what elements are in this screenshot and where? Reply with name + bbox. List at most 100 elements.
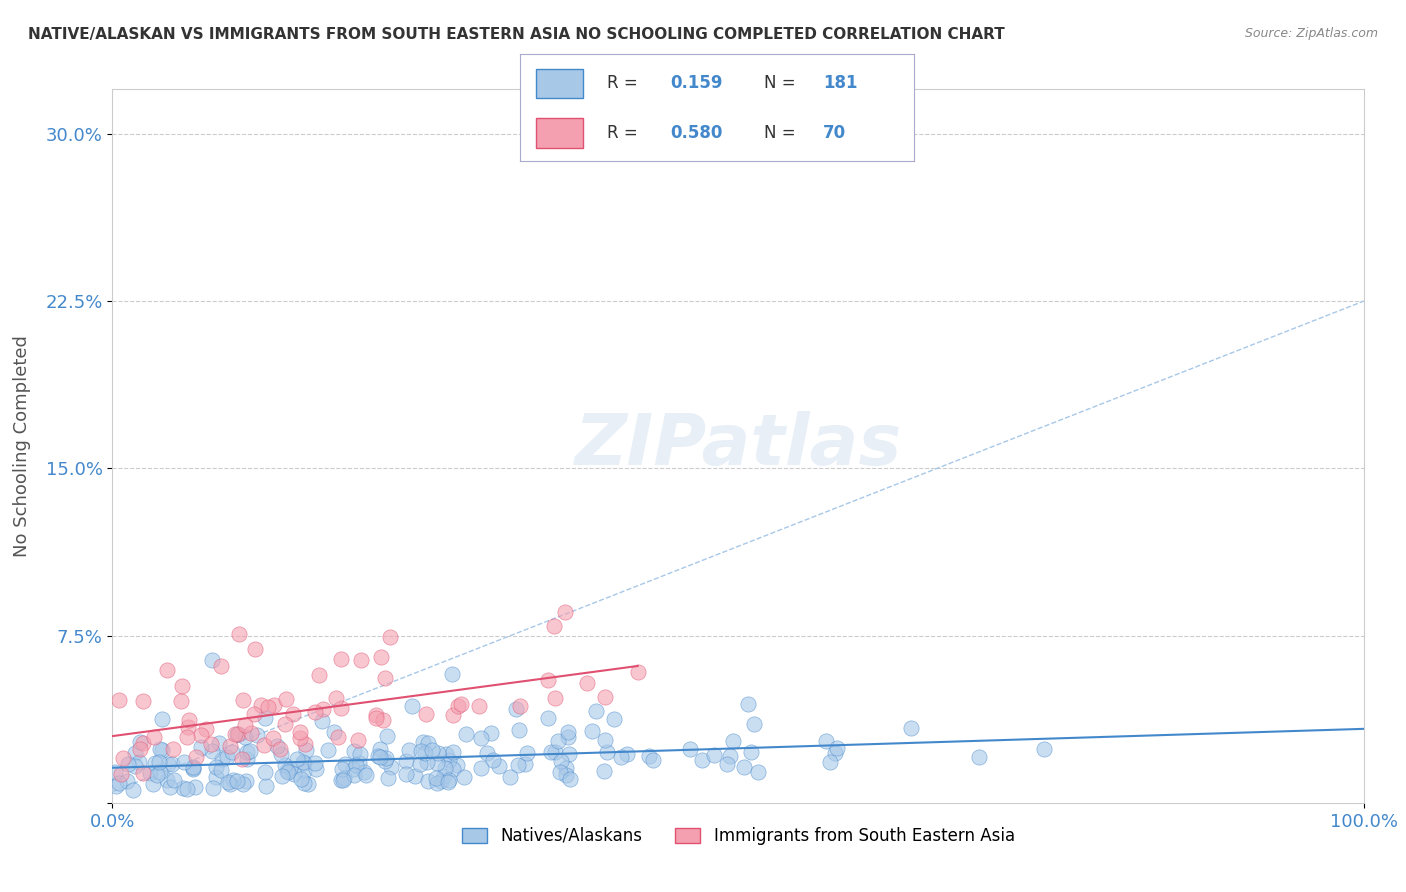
Point [581, 724, 603, 739]
Point [482, 754, 505, 768]
Point [740, 745, 762, 759]
Point [250, 698, 273, 713]
Point [330, 772, 353, 787]
Point [219, 777, 242, 791]
FancyBboxPatch shape [536, 118, 583, 148]
Point [322, 724, 344, 739]
Point [143, 756, 166, 771]
Point [304, 706, 326, 720]
Point [548, 764, 571, 779]
Point [373, 754, 395, 768]
Point [219, 739, 242, 753]
Point [228, 627, 250, 641]
Point [231, 752, 253, 766]
Point [274, 758, 297, 772]
Point [425, 771, 447, 785]
Point [263, 698, 285, 712]
Point [209, 764, 232, 778]
Text: ZIPatlas: ZIPatlas [575, 411, 901, 481]
Point [149, 741, 172, 756]
Point [470, 731, 492, 745]
Point [239, 744, 262, 758]
Text: 70: 70 [824, 124, 846, 142]
Point [550, 754, 572, 768]
Point [276, 764, 298, 779]
Point [343, 768, 366, 782]
Point [170, 694, 193, 708]
Point [488, 759, 510, 773]
Point [434, 761, 457, 775]
Point [274, 692, 297, 706]
Point [257, 700, 280, 714]
Point [350, 653, 373, 667]
Point [297, 777, 319, 791]
Point [311, 714, 333, 728]
Point [176, 782, 198, 797]
Point [479, 726, 502, 740]
Y-axis label: No Schooling Completed: No Schooling Completed [14, 335, 31, 557]
Point [441, 667, 464, 681]
Point [181, 760, 204, 774]
Point [555, 761, 578, 775]
Point [374, 751, 396, 765]
Point [333, 756, 356, 771]
Point [139, 766, 162, 780]
Point [349, 756, 371, 771]
Point [215, 750, 238, 764]
Point [235, 773, 257, 788]
Point [304, 756, 326, 770]
Point [253, 765, 276, 780]
Point [354, 768, 377, 782]
Point [129, 734, 152, 748]
Point [233, 718, 256, 732]
Point [540, 745, 562, 759]
Point [283, 767, 305, 781]
Point [703, 748, 725, 763]
Point [200, 738, 222, 752]
Point [537, 673, 560, 687]
Point [818, 755, 841, 769]
Point [367, 749, 389, 764]
Text: N =: N = [765, 124, 801, 142]
Point [159, 780, 181, 794]
Point [292, 755, 315, 769]
Point [468, 698, 491, 713]
Point [262, 731, 284, 745]
Point [292, 756, 315, 770]
Point [204, 770, 226, 784]
Point [593, 732, 616, 747]
Point [211, 752, 233, 766]
Point [1032, 742, 1054, 756]
Point [733, 760, 755, 774]
Point [142, 777, 165, 791]
Point [271, 769, 294, 783]
Point [555, 768, 578, 782]
Point [246, 728, 269, 742]
Point [441, 708, 464, 723]
Point [416, 736, 439, 750]
Point [149, 764, 172, 779]
Point [232, 692, 254, 706]
Point [543, 619, 565, 633]
Point [143, 730, 166, 744]
Point [453, 770, 475, 784]
Point [447, 699, 470, 714]
Point [395, 754, 418, 768]
Point [333, 772, 356, 786]
Point [498, 770, 520, 784]
Point [269, 742, 291, 756]
Point [177, 713, 200, 727]
Point [205, 760, 228, 774]
Point [108, 693, 131, 707]
Point [201, 744, 224, 758]
Point [277, 765, 299, 780]
Point [242, 707, 264, 722]
Point [557, 730, 579, 744]
Point [342, 762, 364, 776]
Point [441, 745, 464, 759]
Point [827, 741, 849, 756]
Point [585, 704, 607, 718]
Point [233, 731, 256, 745]
Point [441, 762, 464, 776]
Point [420, 742, 443, 756]
